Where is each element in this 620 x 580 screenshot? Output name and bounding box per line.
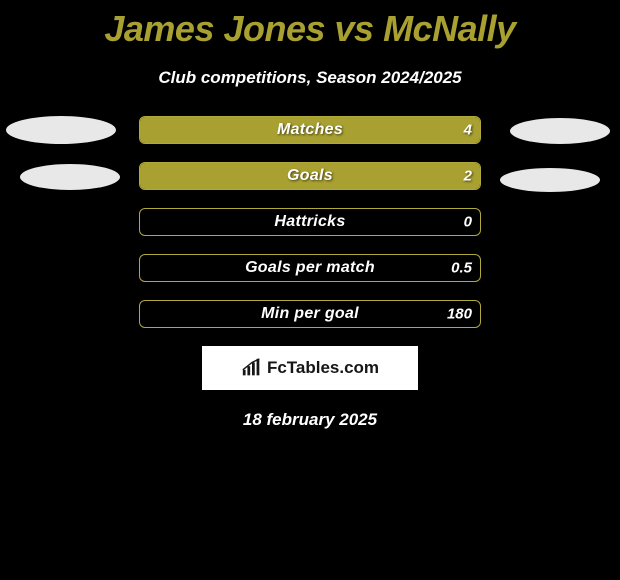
stat-bar: Goals per match0.5 — [139, 254, 481, 282]
stat-label: Min per goal — [140, 305, 480, 323]
player-left-photo-1 — [6, 116, 116, 144]
page-subtitle: Club competitions, Season 2024/2025 — [0, 68, 620, 88]
page-title: James Jones vs McNally — [0, 0, 620, 50]
stat-bar: Hattricks0 — [139, 208, 481, 236]
player-right-photo-2 — [500, 168, 600, 192]
stat-value-right: 0 — [464, 214, 472, 231]
date-label: 18 february 2025 — [0, 410, 620, 430]
player-right-photo-1 — [510, 118, 610, 144]
stat-bar: Matches4 — [139, 116, 481, 144]
stat-label: Matches — [140, 121, 480, 139]
stat-label: Goals — [140, 167, 480, 185]
stat-value-right: 180 — [447, 306, 472, 323]
brand-name: FcTables.com — [267, 358, 379, 378]
player-left-photo-2 — [20, 164, 120, 190]
stat-label: Goals per match — [140, 259, 480, 277]
stat-bar: Min per goal180 — [139, 300, 481, 328]
stat-bar: Goals2 — [139, 162, 481, 190]
stat-value-right: 0.5 — [451, 260, 472, 277]
stats-area: Matches4Goals2Hattricks0Goals per match0… — [0, 116, 620, 328]
brand-badge[interactable]: FcTables.com — [202, 346, 418, 390]
stat-value-right: 2 — [464, 168, 472, 185]
stat-value-right: 4 — [464, 122, 472, 139]
stat-bars: Matches4Goals2Hattricks0Goals per match0… — [139, 116, 481, 328]
bar-chart-icon — [241, 357, 263, 379]
stat-label: Hattricks — [140, 213, 480, 231]
